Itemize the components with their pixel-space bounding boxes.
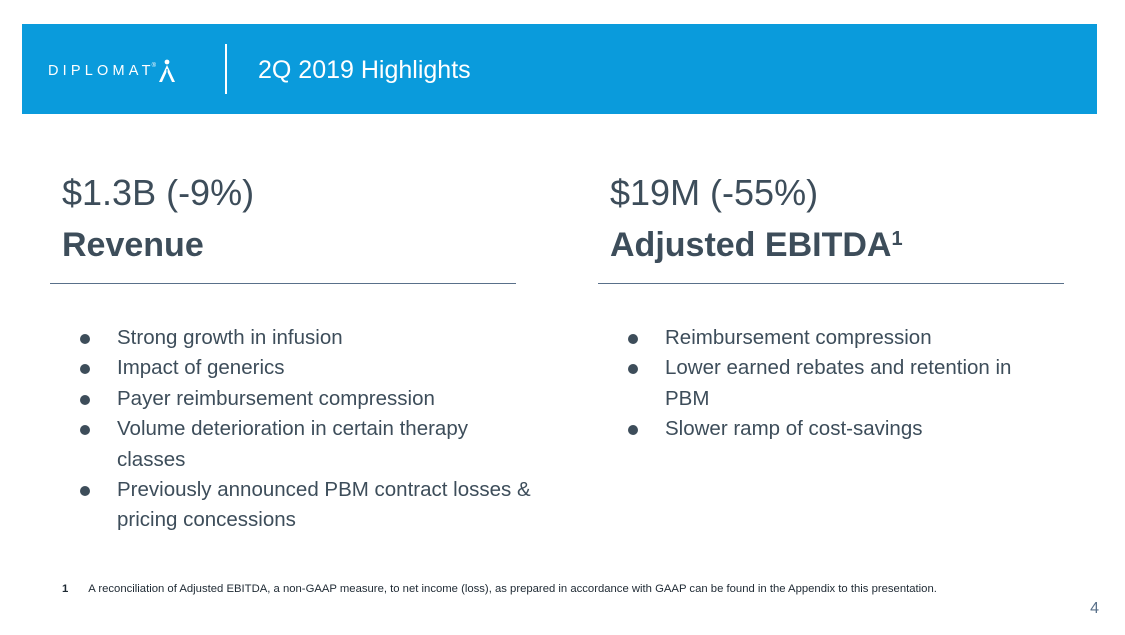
footnote: 1 A reconciliation of Adjusted EBITDA, a … [62, 583, 937, 595]
list-item: Volume deterioration in certain therapy … [78, 414, 538, 475]
ebitda-column: $19M (-55%) Adjusted EBITDA1 Reimburseme… [598, 170, 1068, 440]
slide-title: 2Q 2019 Highlights [258, 56, 471, 84]
bullet-icon [80, 425, 90, 436]
list-item: Strong growth in infusion [78, 323, 538, 353]
ebitda-metric: $19M (-55%) [610, 172, 819, 213]
header-divider [225, 44, 227, 94]
ebitda-bullet-list: Reimbursement compression Lower earned r… [626, 323, 1056, 445]
footnote-text: A reconciliation of Adjusted EBITDA, a n… [88, 583, 937, 595]
logo-figure-icon [157, 59, 177, 83]
bullet-icon [628, 425, 638, 436]
ebitda-label-wrap: Adjusted EBITDA1 [610, 222, 1068, 268]
company-logo: DIPLOMAT ® [48, 59, 177, 83]
footnote-reference: 1 [891, 228, 903, 250]
bullet-icon [80, 364, 90, 375]
ebitda-label: Adjusted EBITDA [610, 226, 892, 264]
revenue-metric: $1.3B (-9%) [62, 172, 255, 213]
list-item: Payer reimbursement compression [78, 384, 538, 414]
revenue-label: Revenue [62, 226, 204, 264]
bullet-icon [80, 334, 90, 344]
bullet-icon [80, 486, 90, 497]
revenue-bullet-list: Strong growth in infusion Impact of gene… [78, 323, 538, 536]
header-banner: DIPLOMAT ® 2Q 2019 Highlights [22, 24, 1097, 114]
footnote-number: 1 [62, 583, 69, 595]
bullet-icon [628, 334, 638, 344]
list-item: Lower earned rebates and retention in PB… [626, 353, 1056, 414]
list-item: Slower ramp of cost-savings [626, 414, 1056, 444]
logo-wordmark: DIPLOMAT [48, 62, 155, 79]
list-item: Reimbursement compression [626, 323, 1056, 353]
bullet-icon [80, 394, 90, 405]
revenue-column: $1.3B (-9%) Revenue Strong growth in inf… [50, 170, 531, 531]
bullet-icon [628, 364, 638, 375]
list-item: Impact of generics [78, 353, 538, 383]
logo-registered-mark: ® [151, 63, 157, 69]
revenue-divider [50, 283, 516, 284]
ebitda-divider [598, 283, 1064, 284]
page-number: 4 [1090, 600, 1099, 617]
list-item: Previously announced PBM contract losses… [78, 475, 538, 536]
